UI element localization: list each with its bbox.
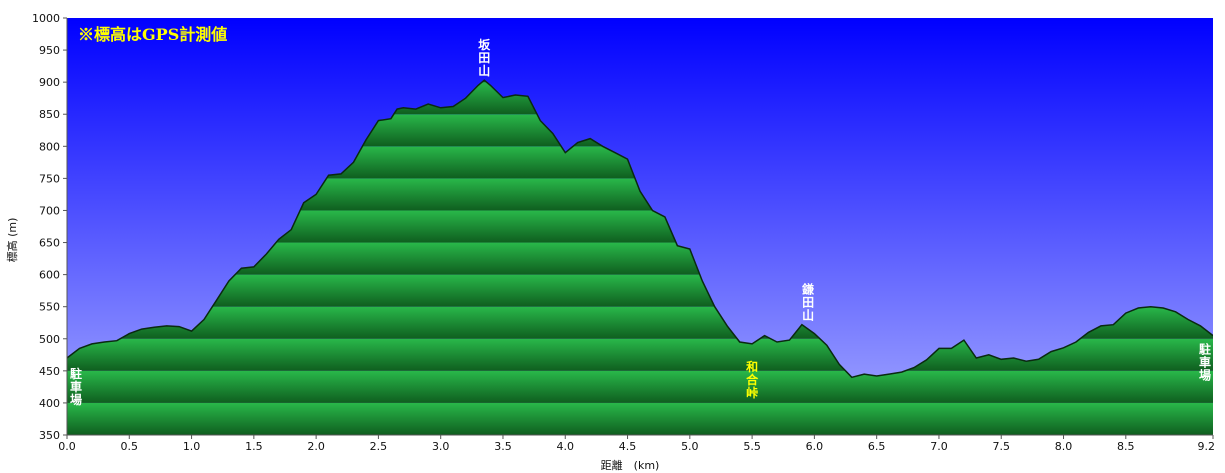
x-tick-label: 6.0 <box>806 440 824 453</box>
y-tick-label: 850 <box>39 108 60 121</box>
x-tick-label: 8.5 <box>1117 440 1135 453</box>
y-tick-label: 650 <box>39 237 60 250</box>
x-tick-label: 4.0 <box>557 440 575 453</box>
x-tick-label: 7.5 <box>992 440 1010 453</box>
y-tick-label: 600 <box>39 269 60 282</box>
x-tick-label: 2.5 <box>370 440 388 453</box>
x-axis-title: 距離 (km) <box>601 458 660 472</box>
y-axis-title: 標高 (m) <box>5 218 19 263</box>
x-tick-label: 1.0 <box>183 440 201 453</box>
y-tick-label: 950 <box>39 44 60 57</box>
y-tick-label: 1000 <box>32 12 60 25</box>
y-tick-label: 400 <box>39 397 60 410</box>
place-label: 駐車場 <box>70 366 82 407</box>
y-tick-label: 450 <box>39 365 60 378</box>
place-label: 和合峠 <box>745 359 759 400</box>
x-tick-label: 7.0 <box>930 440 948 453</box>
x-tick-label: 0.0 <box>58 440 76 453</box>
y-tick-label: 750 <box>39 172 60 185</box>
y-tick-label: 350 <box>39 429 60 442</box>
x-tick-label: 3.0 <box>432 440 450 453</box>
y-tick-label: 900 <box>39 76 60 89</box>
x-axis-ticks: 0.0 0.5 1.0 1.5 2.0 2.5 3.0 3.5 4.0 4.5 5.0 5.5 6.0 6… <box>58 435 1215 453</box>
elevation-band <box>67 370 1213 403</box>
elevation-line <box>67 79 1213 379</box>
x-tick-label: 6.5 <box>868 440 886 453</box>
x-tick-label: 5.0 <box>681 440 699 453</box>
x-tick-label: 9.2 <box>1198 440 1216 453</box>
elevation-band <box>67 402 1213 435</box>
x-tick-label: 1.5 <box>245 440 263 453</box>
x-tick-label: 8.0 <box>1055 440 1073 453</box>
x-tick-label: 5.5 <box>743 440 761 453</box>
x-tick-label: 0.5 <box>121 440 139 453</box>
y-tick-label: 550 <box>39 301 60 314</box>
y-tick-label: 800 <box>39 140 60 153</box>
x-tick-label: 3.5 <box>494 440 512 453</box>
x-tick-label: 4.5 <box>619 440 637 453</box>
y-axis-ticks: 350 400 450 500 550 600 650 700 750 800 850 900 950 1… <box>32 12 67 442</box>
y-tick-label: 700 <box>39 204 60 217</box>
x-tick-label: 2.0 <box>307 440 325 453</box>
gps-note: ※標高はGPS計測値 <box>78 25 227 44</box>
place-label: 鎌田山 <box>801 282 814 323</box>
place-label: 駐車場 <box>1199 342 1211 383</box>
y-tick-label: 500 <box>39 333 60 346</box>
place-label: 坂田山 <box>478 37 491 78</box>
